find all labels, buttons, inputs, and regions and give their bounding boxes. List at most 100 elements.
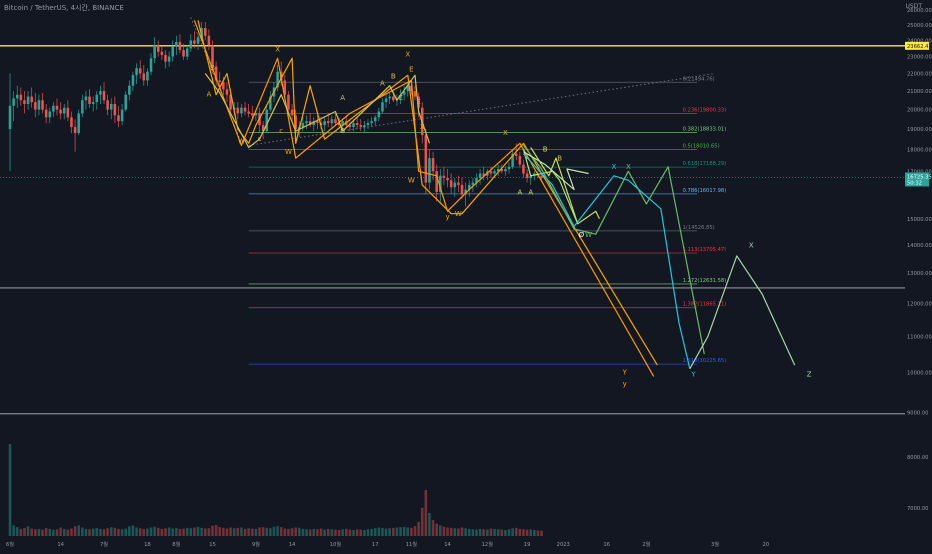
candle-body [417, 96, 420, 108]
candle-body [341, 121, 344, 126]
candle-body [478, 173, 482, 179]
candle-body [77, 113, 80, 134]
volume-bar [341, 529, 344, 536]
candle-body [348, 125, 352, 128]
candle-body [265, 109, 269, 132]
candle-body [294, 115, 297, 130]
candle-body [34, 102, 37, 110]
volume-bar [352, 529, 355, 536]
volume-bar [52, 529, 55, 536]
time-axis-tick: 19 [524, 542, 531, 548]
candle-body [363, 125, 366, 128]
volume-bar [178, 528, 182, 536]
time-axis-tick: 8월 [172, 540, 180, 548]
time-axis[interactable]: 6월 14 7월 18 8월 15 9월 14 10월 17 11월 14 12월 19 2023 16 2월 3… [6, 540, 769, 548]
current-price-box [905, 172, 929, 187]
volume-bar [417, 521, 420, 536]
volume-bar [424, 490, 428, 536]
wave-label: A [206, 91, 211, 99]
volume-bar [207, 528, 211, 536]
candle-body [308, 121, 312, 126]
wave-label: Y [622, 368, 628, 376]
time-axis-tick: 14 [57, 542, 64, 548]
price-axis-tick: 22000.00 [907, 71, 932, 77]
candle-body [70, 117, 73, 128]
candle-body [120, 109, 124, 122]
time-axis-tick: 17 [372, 542, 379, 548]
volume-bar [138, 528, 142, 536]
fib-level-label: 0(21494.76) [683, 76, 715, 82]
time-axis-tick: 2023 [557, 542, 570, 548]
elliott-waves [193, 20, 796, 377]
candle-body [218, 80, 221, 83]
volume-bar [182, 528, 185, 536]
candle-body [290, 109, 294, 116]
candle-body [269, 96, 272, 110]
volume-bar [453, 528, 457, 536]
volume-bar [496, 529, 500, 536]
price-axis[interactable]: 26000.00 25000.00 24000.00 23000.00 22000.00… [907, 8, 932, 512]
volume-bar [435, 523, 438, 536]
volume-bar [153, 526, 156, 536]
wave-label: W [238, 137, 245, 145]
time-axis-tick: 2월 [642, 540, 650, 548]
wave-label: X [611, 163, 616, 171]
candle-body [149, 58, 153, 72]
price-axis-tick: 9000.00 [907, 411, 928, 417]
volume-bar [236, 527, 240, 536]
candle-body [507, 166, 511, 170]
candle-body [251, 113, 254, 116]
fib-level-label: 0.786(16017.98) [683, 188, 727, 194]
volume-bar [312, 528, 316, 536]
volume-bar [486, 529, 489, 536]
volume-bar [276, 526, 279, 536]
price-axis-tick: 26000.00 [907, 8, 932, 14]
candle-body [156, 45, 160, 52]
volume-bar [62, 528, 66, 536]
price-axis-tick: 7000.00 [907, 506, 928, 512]
candle-body [113, 103, 117, 116]
candle-body [196, 37, 200, 44]
candle-body [471, 182, 475, 185]
wave-label: B [543, 146, 548, 154]
volume-bar [511, 528, 514, 536]
wave-label: X [275, 46, 280, 54]
candle-body [99, 91, 102, 95]
candle-body [500, 169, 504, 172]
candle-body [236, 107, 240, 114]
candle-body [95, 94, 99, 103]
candle-body [504, 169, 507, 172]
volume-bar [457, 528, 460, 536]
candle-body [431, 158, 435, 172]
price-axis-tick: 25000.00 [907, 23, 932, 29]
volume-bar [106, 528, 109, 536]
volume-bar [319, 528, 323, 536]
volume-bar [265, 527, 269, 536]
wave-label: X [405, 51, 410, 59]
time-axis-tick: 3월 [711, 540, 719, 548]
candle-body [352, 123, 355, 128]
fib-level-label: 0.382(18833.01) [683, 126, 727, 132]
candle-body [373, 117, 377, 122]
volume-bar [189, 528, 193, 536]
volume-bar [348, 529, 352, 536]
candle-body [222, 82, 225, 90]
volume-bar [446, 527, 449, 536]
time-axis-tick: 9월 [252, 540, 260, 548]
wave-label: c [258, 135, 262, 143]
volume-bar [44, 528, 48, 536]
price-axis-tick: 8000.00 [907, 455, 928, 461]
wave-label: B [210, 64, 215, 72]
candle-body [124, 94, 127, 110]
candle-body [153, 45, 156, 59]
candle-body [102, 91, 106, 101]
candle-body [117, 115, 120, 122]
volume-bar [99, 528, 102, 536]
candle-body [23, 100, 26, 104]
candle-body [211, 45, 214, 67]
volume-bar [272, 526, 276, 536]
time-axis-tick: 14 [289, 542, 296, 548]
wave-path [689, 255, 796, 370]
